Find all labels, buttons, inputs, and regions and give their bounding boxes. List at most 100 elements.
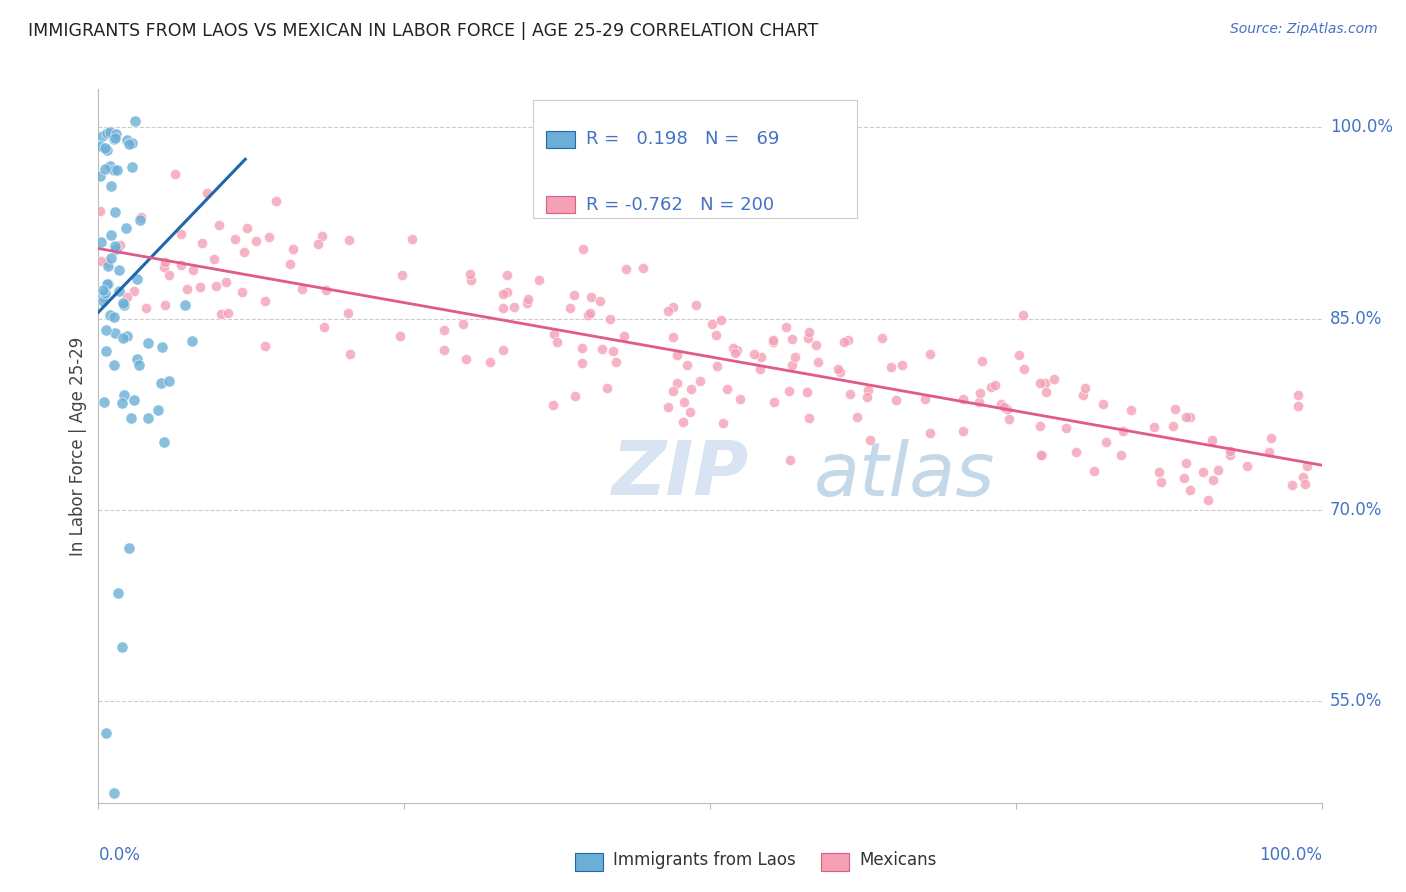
Point: [190, 236, 212, 251]
Point: [96, 256, 118, 270]
Point: [762, 333, 785, 347]
Point: [124, 114, 146, 128]
Point: [1191, 465, 1213, 479]
Point: [401, 232, 423, 246]
Point: [564, 389, 586, 403]
Point: [704, 328, 727, 343]
Text: atlas: atlas: [814, 439, 995, 510]
Point: [1281, 478, 1303, 492]
Point: [725, 343, 748, 358]
Point: [254, 294, 277, 309]
Point: [1206, 463, 1229, 477]
Text: ZIP: ZIP: [612, 438, 749, 511]
Point: [90, 129, 112, 144]
Point: [529, 273, 551, 287]
Point: [837, 334, 859, 348]
Point: [97, 277, 120, 291]
Point: [114, 387, 136, 401]
Point: [174, 298, 197, 312]
Point: [579, 290, 602, 304]
Point: [492, 286, 515, 301]
Point: [1143, 420, 1166, 434]
Point: [115, 290, 138, 304]
Point: [93, 395, 115, 409]
Text: Immigrants from Laos: Immigrants from Laos: [613, 851, 796, 869]
Point: [105, 242, 128, 256]
Point: [337, 234, 360, 248]
Point: [111, 640, 134, 655]
Point: [108, 262, 131, 277]
Point: [103, 238, 125, 252]
Point: [778, 384, 800, 398]
Point: [180, 334, 202, 348]
Point: [995, 401, 1018, 416]
Point: [779, 452, 801, 467]
Text: R = -0.762   N = 200: R = -0.762 N = 200: [586, 196, 775, 214]
Point: [1007, 348, 1029, 362]
Point: [103, 358, 125, 372]
Point: [763, 395, 786, 409]
Point: [314, 319, 336, 334]
Point: [998, 412, 1021, 426]
Point: [1033, 376, 1056, 390]
Point: [742, 347, 765, 361]
Point: [762, 335, 785, 350]
Point: [856, 384, 879, 398]
Text: R =   0.198   N =   69: R = 0.198 N = 69: [586, 130, 780, 148]
Point: [112, 296, 135, 310]
Point: [1294, 477, 1316, 491]
Point: [155, 298, 177, 312]
Point: [676, 358, 699, 372]
Point: [666, 348, 689, 362]
Point: [706, 359, 728, 374]
Point: [111, 331, 134, 345]
Point: [1119, 402, 1142, 417]
Text: 85.0%: 85.0%: [1330, 310, 1382, 327]
Point: [859, 434, 882, 448]
Point: [1197, 493, 1219, 508]
Point: [1029, 448, 1052, 462]
Point: [716, 382, 738, 396]
Point: [104, 131, 127, 145]
Point: [97, 260, 120, 274]
Point: [165, 168, 187, 182]
Point: [315, 283, 337, 297]
Point: [89, 204, 111, 219]
Text: 70.0%: 70.0%: [1330, 500, 1382, 519]
Point: [496, 268, 519, 282]
Point: [118, 541, 141, 555]
Point: [799, 410, 821, 425]
Point: [1260, 431, 1282, 445]
Point: [560, 301, 582, 316]
Point: [115, 221, 138, 235]
Point: [571, 341, 593, 355]
Point: [870, 331, 893, 345]
Y-axis label: In Labor Force | Age 25-29: In Labor Force | Age 25-29: [69, 336, 87, 556]
Point: [797, 331, 820, 345]
Point: [576, 308, 599, 322]
Point: [1178, 410, 1201, 425]
FancyBboxPatch shape: [546, 130, 575, 148]
Point: [541, 398, 564, 412]
Point: [121, 160, 143, 174]
Point: [458, 267, 481, 281]
Point: [952, 392, 974, 407]
Point: [104, 326, 127, 341]
Point: [1286, 399, 1309, 413]
Point: [150, 340, 173, 354]
Point: [112, 298, 135, 312]
Point: [105, 162, 128, 177]
Point: [138, 410, 160, 425]
Point: [1202, 473, 1225, 487]
Point: [205, 279, 228, 293]
Point: [980, 380, 1002, 394]
Point: [128, 359, 150, 373]
Point: [96, 126, 118, 140]
Point: [176, 282, 198, 296]
Point: [496, 285, 519, 299]
Point: [797, 325, 820, 339]
Point: [94, 725, 117, 739]
Point: [807, 355, 830, 369]
Point: [1149, 465, 1171, 479]
Point: [257, 230, 280, 244]
